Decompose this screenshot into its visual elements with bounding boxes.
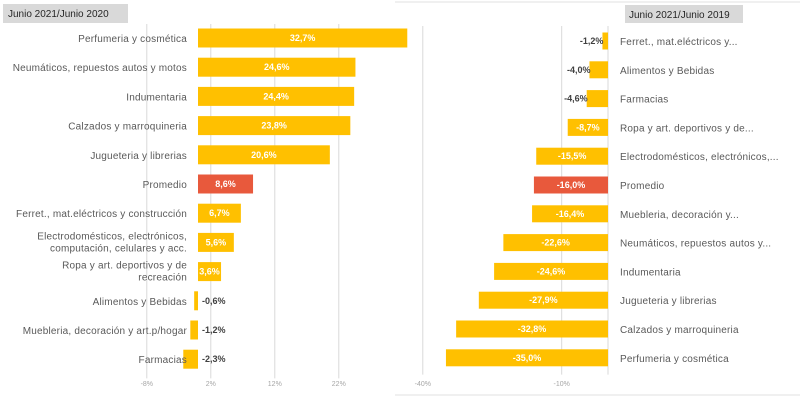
left-value-label: 3,6% <box>199 267 220 277</box>
right-tick-label: -40% <box>415 381 431 388</box>
right-category-label: Jugueteria y librerias <box>620 296 717 307</box>
left-value-label: 23,8% <box>261 121 287 131</box>
right-value-label: -16,4% <box>556 209 585 219</box>
left-tick-label: 12% <box>268 381 282 388</box>
left-category-label: computación, celulares y acc. <box>50 243 187 254</box>
left-tick-label: 22% <box>332 381 346 388</box>
left-tick-label: -8% <box>141 381 153 388</box>
right-bar <box>478 291 608 309</box>
left-value-label: 32,7% <box>290 33 316 43</box>
left-value-label: 5,6% <box>206 237 227 247</box>
left-bar <box>198 86 355 106</box>
left-category-label: Promedio <box>143 180 188 191</box>
right-bar <box>567 118 608 136</box>
left-value-label: 24,6% <box>264 62 290 72</box>
left-category-label: Alimentos y Bebidas <box>93 297 187 308</box>
right-category-label: Perfumeria y cosmética <box>620 354 729 365</box>
left-value-label: -0,6% <box>202 296 226 306</box>
left-category-label: Muebleria, decoración y art.p/hogar <box>23 326 188 337</box>
right-value-label: -4,6% <box>564 94 588 104</box>
left-bar <box>194 291 198 311</box>
right-value-label: -27,9% <box>529 295 558 305</box>
right-bar <box>589 61 608 79</box>
right-value-label: -22,6% <box>541 238 570 248</box>
left-bar <box>198 145 330 165</box>
right-bar <box>536 147 608 165</box>
left-tick-label: 2% <box>206 381 216 388</box>
right-value-label: -16,0% <box>557 180 586 190</box>
left-category-label: Ferret., mat.eléctricos y construcción <box>16 209 187 220</box>
left-bar <box>198 174 254 194</box>
left-category-label: Jugueteria y librerias <box>90 151 187 162</box>
left-bar <box>190 320 198 340</box>
left-category-label: Perfumeria y cosmética <box>78 34 187 45</box>
left-bar <box>198 262 222 282</box>
right-chart-title: Junio 2021/Junio 2019 <box>629 10 730 21</box>
right-category-label: Alimentos y Bebidas <box>620 66 714 77</box>
right-category-label: Muebleria, decoración y... <box>620 210 739 221</box>
right-bar <box>503 234 608 252</box>
left-bar <box>198 116 351 136</box>
right-bar <box>533 176 608 194</box>
left-bar <box>198 28 408 48</box>
right-category-label: Farmacias <box>620 95 668 106</box>
right-bar <box>586 90 608 108</box>
right-category-label: Ropa y art. deportivos y de... <box>620 123 754 134</box>
right-value-label: -32,8% <box>518 324 547 334</box>
right-category-label: Neumáticos, repuestos autos y... <box>620 239 771 250</box>
right-bar <box>532 205 608 223</box>
right-category-label: Promedio <box>620 181 665 192</box>
left-bar <box>198 232 234 252</box>
left-value-label: -1,2% <box>202 325 226 335</box>
right-value-label: -8,7% <box>576 122 600 132</box>
left-category-label: Ropa y art. deportivos y de <box>62 261 187 272</box>
left-category-label: Indumentaria <box>126 92 187 103</box>
right-category-label: Calzados y marroquineria <box>620 325 739 336</box>
right-value-label: -1,2% <box>580 36 604 46</box>
right-tick-label: -10% <box>554 381 570 388</box>
left-category-label: Calzados y marroquineria <box>68 122 187 133</box>
left-chart-title-box <box>3 4 128 23</box>
right-value-label: -4,0% <box>567 65 591 75</box>
right-value-label: -24,6% <box>537 266 566 276</box>
left-chart: Junio 2021/Junio 2020 32,7% Perfumeria y … <box>3 4 408 388</box>
left-chart-title: Junio 2021/Junio 2020 <box>8 9 109 20</box>
left-value-label: 24,4% <box>263 91 289 101</box>
right-chart: Junio 2021/Junio 2019 -1,2% Ferret., mat.… <box>415 5 779 388</box>
right-chart-title-box <box>625 5 743 23</box>
right-category-label: Electrodomésticos, electrónicos,... <box>620 152 779 163</box>
left-bar <box>198 57 356 77</box>
left-bar <box>183 349 198 369</box>
left-value-label: 8,6% <box>215 179 236 189</box>
left-value-label: 6,7% <box>209 208 230 218</box>
right-value-label: -15,5% <box>558 151 587 161</box>
right-category-label: Indumentaria <box>620 267 681 278</box>
right-bar <box>602 32 608 50</box>
right-bar <box>456 320 608 338</box>
left-category-label: recreación <box>138 273 187 284</box>
right-bar <box>494 262 608 280</box>
left-category-label: Farmacias <box>139 355 187 366</box>
left-value-label: 20,6% <box>251 150 277 160</box>
right-category-label: Ferret., mat.eléctricos y... <box>620 37 738 48</box>
left-category-label: Neumáticos, repuestos autos y motos <box>13 63 187 74</box>
left-value-label: -2,3% <box>202 354 226 364</box>
right-value-label: -35,0% <box>513 353 542 363</box>
right-bar <box>445 349 608 367</box>
left-bar <box>198 203 241 223</box>
left-category-label: Electrodomésticos, electrónicos, <box>37 231 187 242</box>
